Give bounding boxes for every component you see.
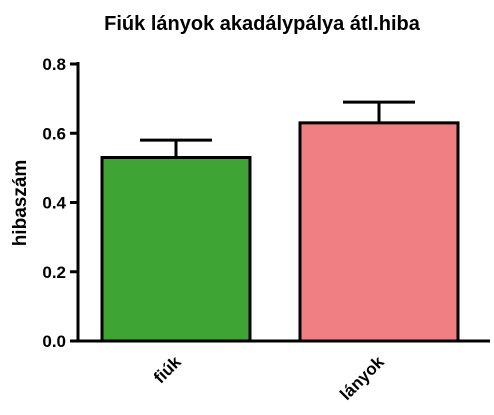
bar — [100, 155, 252, 343]
y-tick-label: 0.0 — [42, 332, 66, 351]
y-tick-label: 0.2 — [42, 263, 66, 282]
y-tick-label: 0.8 — [42, 55, 66, 74]
x-tick-label: fiúk — [150, 352, 185, 387]
y-axis-label: hibaszám — [10, 160, 31, 247]
x-tick-label: lányok — [336, 352, 388, 404]
y-tick-label: 0.4 — [42, 194, 66, 213]
chart-title: Fiúk lányok akadálypálya átl.hiba — [104, 13, 421, 35]
bar — [298, 121, 460, 343]
y-tick-label: 0.6 — [42, 124, 66, 143]
